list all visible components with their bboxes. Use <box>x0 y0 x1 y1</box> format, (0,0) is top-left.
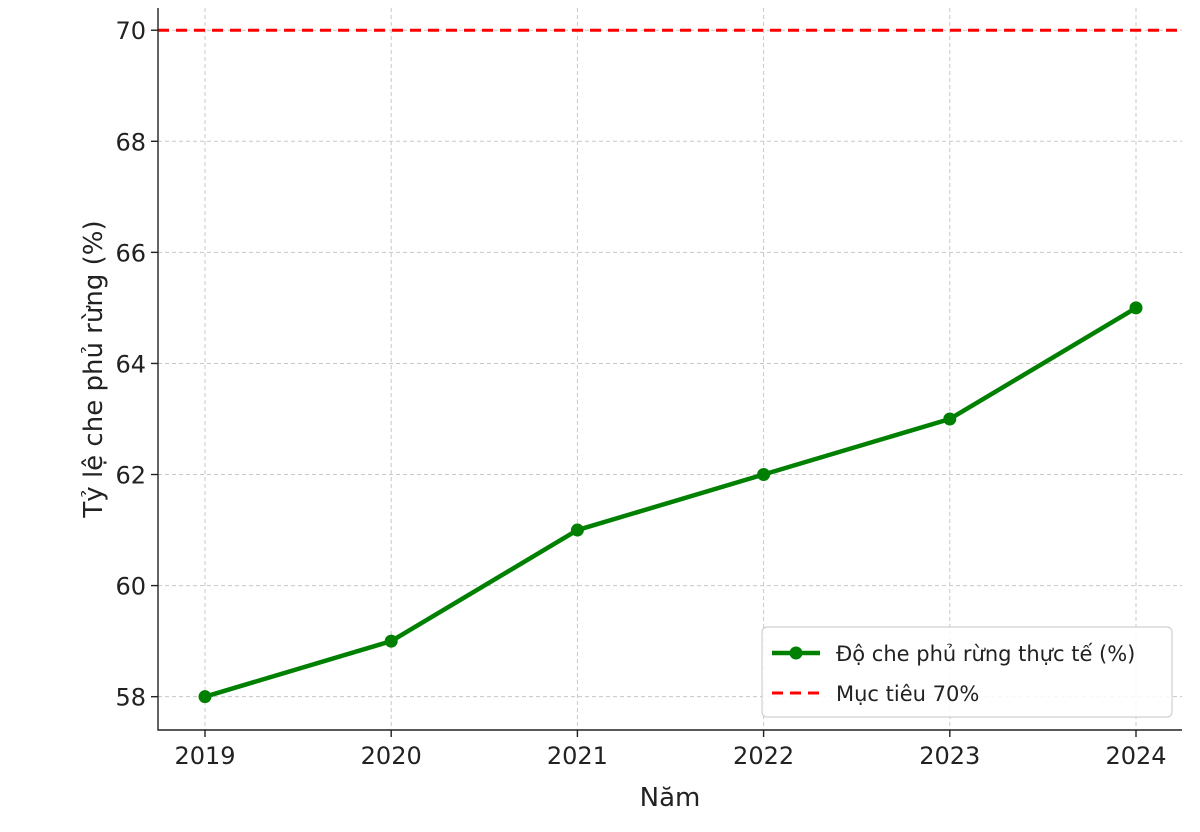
y-tick-label-68: 68 <box>115 128 146 156</box>
x-tick-label-2023: 2023 <box>919 742 980 770</box>
legend-box <box>761 626 1173 718</box>
y-tick-label-62: 62 <box>115 462 146 490</box>
y-tick-label-64: 64 <box>115 350 146 378</box>
y-tick-label-60: 60 <box>115 573 146 601</box>
data-point-2023 <box>943 412 957 426</box>
series-layer <box>198 301 1143 704</box>
tick-labels: 2019 2020 2021 2022 2023 2024 58 60 62 64 66 68 70 <box>115 17 1166 770</box>
data-point-2020 <box>384 634 398 648</box>
y-tick-label-70: 70 <box>115 17 146 45</box>
legend-label-0: Độ che phủ rừng thực tế (%) <box>836 642 1135 666</box>
grid-lines <box>158 8 1182 730</box>
series-line-0 <box>202 305 1139 699</box>
data-point-2021 <box>570 523 584 537</box>
axes <box>151 8 1182 737</box>
x-tick-label-2024: 2024 <box>1105 742 1166 770</box>
data-point-2022 <box>757 468 771 482</box>
axis-spines <box>157 8 1182 731</box>
y-tick-label-66: 66 <box>115 239 146 267</box>
legend-label-1: Mục tiêu 70% <box>836 682 979 706</box>
x-axis-label: Năm <box>640 783 701 813</box>
legend: Độ che phủ rừng thực tế (%) Mục tiêu 70% <box>761 626 1173 718</box>
x-tick-label-2020: 2020 <box>361 742 422 770</box>
data-point-2019 <box>198 690 212 704</box>
x-tick-label-2022: 2022 <box>733 742 794 770</box>
data-point-2024 <box>1129 301 1143 315</box>
legend-marker-0 <box>789 646 803 660</box>
x-tick-label-2019: 2019 <box>174 742 235 770</box>
x-tick-label-2021: 2021 <box>547 742 608 770</box>
y-tick-label-58: 58 <box>115 684 146 712</box>
y-axis-label: Tỷ lệ che phủ rừng (%) <box>79 220 109 518</box>
